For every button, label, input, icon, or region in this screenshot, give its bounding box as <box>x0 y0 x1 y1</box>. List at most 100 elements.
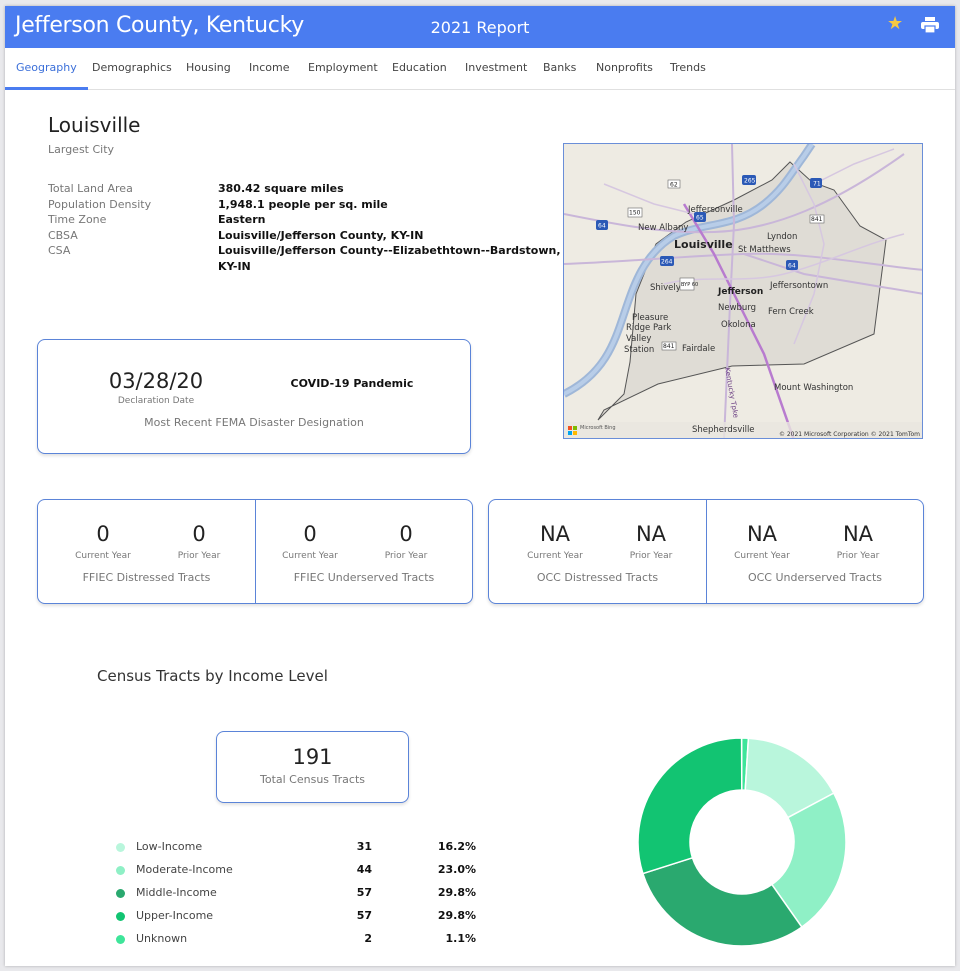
donut-slice-upper-income[interactable] <box>637 737 743 875</box>
tab-housing[interactable]: Housing <box>186 61 231 74</box>
legend-pct: 29.8% <box>437 909 476 922</box>
legend-count: 44 <box>356 863 372 876</box>
map-shield: 841 <box>663 343 675 350</box>
map-label: Jeffersonville <box>687 205 743 215</box>
fact-value: KY-IN <box>218 260 251 273</box>
star-icon[interactable]: ★ <box>887 13 904 34</box>
total-tracts-card: 191 Total Census Tracts <box>216 731 409 803</box>
fact-value: 1,948.1 people per sq. mile <box>218 198 388 211</box>
tab-income[interactable]: Income <box>249 61 290 74</box>
county-map[interactable]: Jeffersonville New Albany Louisville St … <box>563 143 923 439</box>
map-label: Shively <box>650 283 681 293</box>
tab-geography[interactable]: Geography <box>5 48 88 90</box>
fact-label: CBSA <box>48 229 78 242</box>
fact-label: Time Zone <box>48 213 107 226</box>
map-logo: Microsoft Bing <box>580 425 616 431</box>
tab-education[interactable]: Education <box>392 61 447 74</box>
prior-year-label: Prior Year <box>629 551 673 561</box>
legend-dot <box>116 889 125 898</box>
current-year-label: Current Year <box>75 551 131 561</box>
current-year-label: Current Year <box>734 551 790 561</box>
legend-label: Low-Income <box>136 840 203 853</box>
tab-bar: Geography Demographics Housing Income Em… <box>5 48 955 90</box>
map-shield: BYP 60 <box>681 282 698 288</box>
total-tracts-label: Total Census Tracts <box>260 773 365 786</box>
occ-underserved-prior: NA <box>842 522 874 546</box>
card-divider <box>255 500 256 603</box>
map-label: Fern Creek <box>768 307 814 317</box>
legend-pct: 23.0% <box>437 863 476 876</box>
map-shield: 265 <box>744 178 756 185</box>
legend-pct: 1.1% <box>445 932 476 945</box>
map-label: Jefferson <box>717 287 763 297</box>
map-label: Louisville <box>674 238 733 251</box>
prior-year-label: Prior Year <box>836 551 880 561</box>
map-label: Fairdale <box>682 344 715 354</box>
fema-card: 03/28/20 Declaration Date COVID-19 Pande… <box>37 339 471 454</box>
legend-label: Upper-Income <box>136 909 214 922</box>
map-label: Lyndon <box>767 232 797 242</box>
fact-label: Population Density <box>48 198 152 211</box>
tab-banks[interactable]: Banks <box>543 61 577 74</box>
map-label: Valley <box>626 334 651 344</box>
map-label: Ridge Park <box>626 323 671 333</box>
map-attribution: © 2021 Microsoft Corporation © 2021 TomT… <box>779 431 920 438</box>
printer-icon[interactable] <box>921 17 939 33</box>
fact-label: CSA <box>48 244 71 257</box>
occ-distressed-label: OCC Distressed Tracts <box>536 571 659 584</box>
legend-row-upper: Upper-Income 57 29.8% <box>116 909 476 927</box>
county-title: Jefferson County, Kentucky <box>15 13 304 38</box>
legend-count: 57 <box>356 886 372 899</box>
legend-count: 2 <box>364 932 372 945</box>
donut-slice-middle-income[interactable] <box>641 856 803 947</box>
fema-caption: Most Recent FEMA Disaster Designation <box>144 416 364 429</box>
city-subtitle: Largest City <box>48 143 115 156</box>
map-label: Shepherdsville <box>692 425 755 435</box>
map-shield: 65 <box>696 215 704 222</box>
donut-slice-moderate-income[interactable] <box>770 792 847 929</box>
header-bar: Jefferson County, Kentucky 2021 Report ★ <box>5 6 955 48</box>
tab-trends[interactable]: Trends <box>670 61 706 74</box>
map-label: New Albany <box>638 223 688 233</box>
legend-row-unknown: Unknown 2 1.1% <box>116 932 476 950</box>
tab-nonprofits[interactable]: Nonprofits <box>596 61 653 74</box>
ffiec-card: 0 Current Year 0 Prior Year FFIEC Distre… <box>37 499 473 604</box>
map-label: Mount Washington <box>774 383 853 393</box>
fema-event: COVID-19 Pandemic <box>290 377 414 390</box>
ffiec-underserved-prior: 0 <box>399 522 413 546</box>
fact-label: Total Land Area <box>48 182 133 195</box>
fact-value: Louisville/Jefferson County, KY-IN <box>218 229 424 242</box>
legend-pct: 16.2% <box>437 840 476 853</box>
map-shield: 71 <box>813 181 821 188</box>
income-section-title: Census Tracts by Income Level <box>97 667 328 685</box>
ffiec-distressed-current: 0 <box>96 522 110 546</box>
map-label: Jeffersontown <box>769 281 828 291</box>
total-tracts-value: 191 <box>292 745 333 769</box>
legend-dot <box>116 935 125 944</box>
legend-label: Unknown <box>136 932 188 945</box>
tab-investment[interactable]: Investment <box>465 61 528 74</box>
map-label: Station <box>624 345 654 355</box>
card-divider <box>706 500 707 603</box>
tab-demographics[interactable]: Demographics <box>92 61 172 74</box>
current-year-label: Current Year <box>527 551 583 561</box>
legend-row-low: Low-Income 31 16.2% <box>116 840 476 858</box>
legend-label: Middle-Income <box>136 886 217 899</box>
legend-count: 57 <box>356 909 372 922</box>
occ-card: NA Current Year NA Prior Year OCC Distre… <box>488 499 924 604</box>
fema-date-label: Declaration Date <box>117 396 195 406</box>
report-title: 2021 Report <box>430 18 530 37</box>
tab-employment[interactable]: Employment <box>308 61 378 74</box>
legend-label: Moderate-Income <box>136 863 233 876</box>
fact-value: Louisville/Jefferson County--Elizabethto… <box>218 244 561 257</box>
fact-value: Eastern <box>218 213 266 226</box>
fema-date: 03/28/20 <box>108 369 204 393</box>
prior-year-label: Prior Year <box>384 551 428 561</box>
legend-dot <box>116 843 125 852</box>
legend-row-moderate: Moderate-Income 44 23.0% <box>116 863 476 881</box>
map-label: St Matthews <box>738 245 791 255</box>
legend-row-middle: Middle-Income 57 29.8% <box>116 886 476 904</box>
map-shield: 841 <box>811 216 823 223</box>
legend-pct: 29.8% <box>437 886 476 899</box>
report-frame: Jefferson County, Kentucky 2021 Report ★… <box>5 6 955 966</box>
